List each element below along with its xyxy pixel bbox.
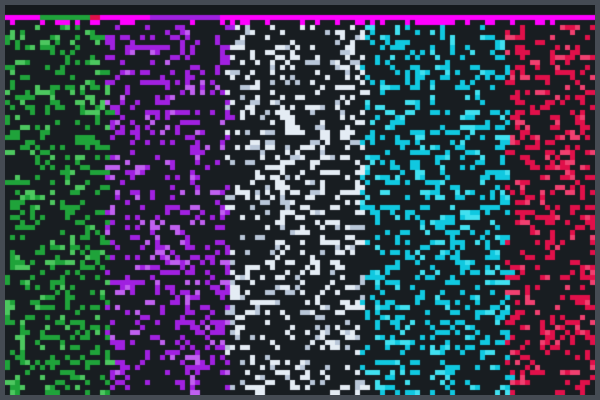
game-board[interactable]	[5, 5, 595, 395]
pixel-field[interactable]	[5, 5, 595, 395]
